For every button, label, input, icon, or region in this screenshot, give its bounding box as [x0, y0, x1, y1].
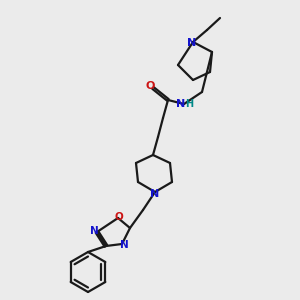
Text: N: N — [176, 99, 186, 109]
Text: N: N — [90, 226, 98, 236]
Text: N: N — [150, 189, 160, 199]
Text: O: O — [115, 212, 123, 222]
Text: O: O — [145, 81, 155, 91]
Text: N: N — [120, 240, 128, 250]
Text: H: H — [185, 99, 193, 109]
Text: N: N — [188, 38, 196, 48]
